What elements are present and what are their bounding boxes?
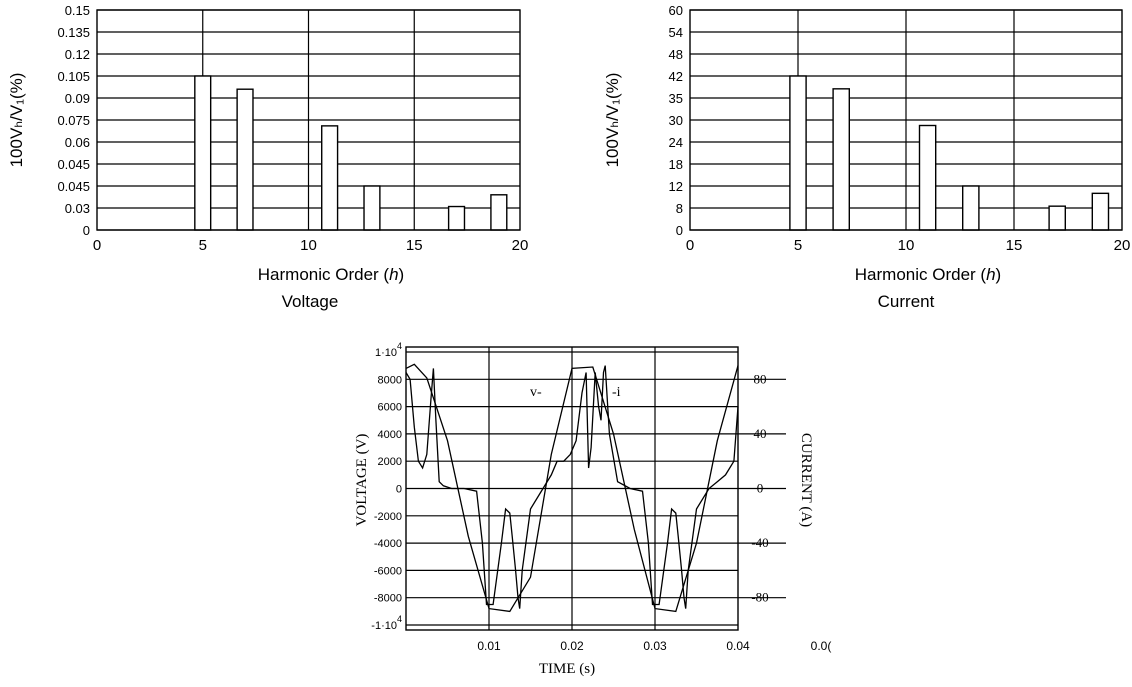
voltage-bar-h11 xyxy=(321,125,339,231)
waveform-left-tick-label: 2000 xyxy=(378,456,402,468)
voltage-bar-h13 xyxy=(363,185,381,231)
current-y-tick-label: 0 xyxy=(676,223,683,238)
current-y-tick-label: 35 xyxy=(669,91,683,106)
voltage-caption: Voltage xyxy=(282,292,339,311)
current-y-tick-label: 60 xyxy=(669,3,683,18)
voltage-y-tick-label: 0.03 xyxy=(65,201,90,216)
voltage-x-axis-label: Harmonic Order (h) xyxy=(258,265,404,284)
waveform-x-tick-label: 0.02 xyxy=(560,639,584,653)
current-bar-h11 xyxy=(918,124,937,231)
current-y-tick-label: 24 xyxy=(669,135,683,150)
voltage-y-axis-label: 100Vₕ/V₁(%) xyxy=(7,73,26,168)
current-y-tick-label: 30 xyxy=(669,113,683,128)
waveform-left-tick-label: -6000 xyxy=(374,565,402,577)
voltage-trace-annotation: v- xyxy=(530,385,542,400)
waveform-left-tick-label: 4000 xyxy=(378,429,402,441)
current-trace-annotation: -i xyxy=(612,385,621,400)
voltage-y-tick-label: 0.09 xyxy=(65,91,90,106)
voltage-y-tick-label: 0.075 xyxy=(57,113,90,128)
current-x-tick-label: 0 xyxy=(686,237,694,254)
waveform-left-tick-label: 1·104 xyxy=(375,341,402,359)
waveform-x-tick-label: 0.04 xyxy=(726,639,750,653)
voltage-bar-h17 xyxy=(447,205,466,231)
current-bar-h7 xyxy=(832,88,850,231)
waveform-right-tick-label: -40 xyxy=(751,535,768,550)
waveform-right-tick-label: 0 xyxy=(757,481,764,496)
voltage-y-tick-label: 0.105 xyxy=(57,69,90,84)
waveform-right-tick-label: -80 xyxy=(751,590,768,605)
voltage-plot-frame xyxy=(96,9,521,231)
waveform-left-tick-label: -1·104 xyxy=(371,614,402,632)
current-y-tick-label: 18 xyxy=(669,157,683,172)
voltage-y-tick-label: 0.045 xyxy=(57,179,90,194)
voltage-y-tick-label: 0.045 xyxy=(57,157,90,172)
current-x-tick-label: 5 xyxy=(794,237,802,254)
current-x-tick-label: 15 xyxy=(1006,237,1023,254)
waveform-x-axis-label: TIME (s) xyxy=(539,661,595,677)
current-bar-h17 xyxy=(1048,205,1066,231)
waveform-left-axis-label: VOLTAGE (V) xyxy=(354,434,370,527)
waveform-left-tick-label: 8000 xyxy=(378,374,402,386)
current-bar-h19 xyxy=(1091,192,1110,231)
voltage-y-tick-label: 0.15 xyxy=(65,3,90,18)
current-y-axis-label: 100Vₕ/V₁(%) xyxy=(603,73,622,168)
voltage-y-tick-label: 0.135 xyxy=(57,25,90,40)
current-y-tick-label: 42 xyxy=(669,69,683,84)
waveform-left-tick-label: -8000 xyxy=(374,593,402,605)
voltage-bar-h7 xyxy=(236,88,254,231)
current-x-tick-label: 10 xyxy=(898,237,915,254)
voltage-y-tick-label: 0.06 xyxy=(65,135,90,150)
current-trace-line xyxy=(405,365,739,609)
current-y-tick-label: 12 xyxy=(669,179,683,194)
voltage-bar-h5 xyxy=(194,75,212,231)
current-bar-h13 xyxy=(962,185,980,231)
waveform-x-tick-label: 0.03 xyxy=(643,639,667,653)
voltage-x-tick-label: 5 xyxy=(199,237,207,254)
voltage-x-tick-label: 0 xyxy=(93,237,101,254)
waveform-left-tick-label: 6000 xyxy=(378,402,402,414)
voltage-x-tick-label: 15 xyxy=(406,237,423,254)
current-spectrum-chart: 0 8 12 18 24 30 35 42 48 54 60 0 5 10 15 20 100Vₕ/V₁(%… xyxy=(603,3,1130,311)
waveform-left-tick-label: -2000 xyxy=(374,511,402,523)
voltage-x-tick-label: 10 xyxy=(300,237,317,254)
current-x-axis-label: Harmonic Order (h) xyxy=(855,265,1001,284)
voltage-y-tick-label: 0.12 xyxy=(65,47,90,62)
voltage-spectrum-chart: 0 0.03 0.045 0.045 0.06 0.075 0.09 0.105 0.12 0.1… xyxy=(7,3,528,311)
waveform-right-axis-label: CURRENT (A) xyxy=(798,433,814,527)
current-y-tick-label: 8 xyxy=(676,201,683,216)
current-plot-frame xyxy=(689,9,1123,231)
waveform-left-tick-label: 0 xyxy=(396,484,402,496)
time-waveform-chart: 1·104 8000 6000 4000 2000 0 -2000 -4000 -6000 -80… xyxy=(354,341,831,677)
waveform-x-tick-label: 0.01 xyxy=(477,639,501,653)
voltage-y-tick-label: 0 xyxy=(83,223,90,238)
voltage-trace-line xyxy=(405,363,739,613)
current-bar-h5 xyxy=(789,75,807,231)
waveform-x-tick-label: 0.0( xyxy=(811,639,832,653)
waveform-right-tick-label: 80 xyxy=(754,371,767,386)
current-caption: Current xyxy=(878,292,935,311)
current-x-tick-label: 20 xyxy=(1114,237,1131,254)
current-y-tick-label: 48 xyxy=(669,47,683,62)
waveform-left-tick-label: -4000 xyxy=(374,538,402,550)
voltage-bar-h19 xyxy=(490,194,508,231)
waveform-right-tick-label: 40 xyxy=(754,426,767,441)
current-y-tick-label: 54 xyxy=(669,25,683,40)
voltage-x-tick-label: 20 xyxy=(512,237,529,254)
